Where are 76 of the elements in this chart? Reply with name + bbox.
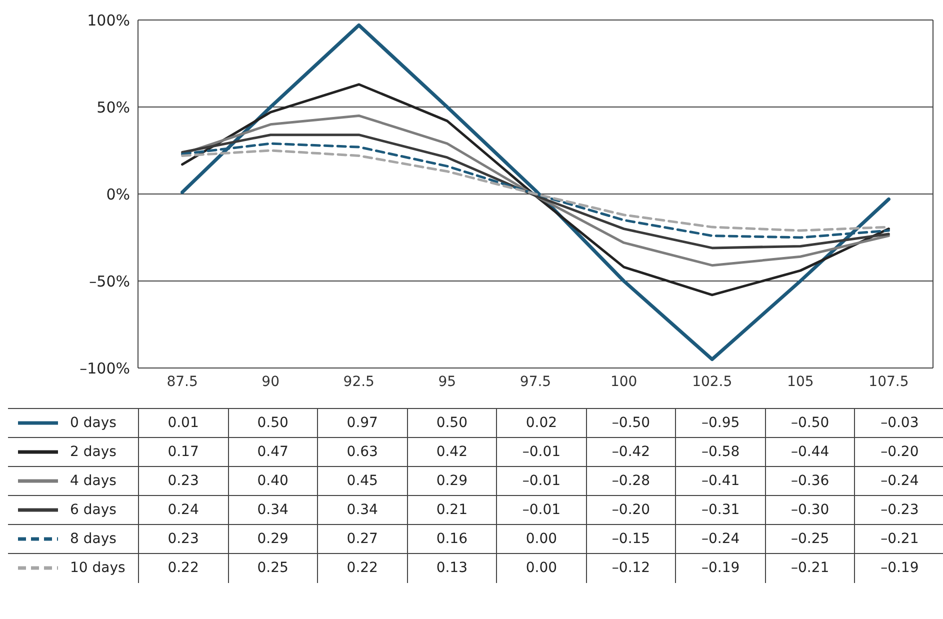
data-label: –0.21	[765, 554, 855, 582]
data-label: –0.19	[854, 554, 943, 582]
data-label: –0.01	[496, 466, 586, 496]
data-label: 0.50	[228, 408, 318, 438]
legend-label: 6 days	[70, 502, 116, 518]
data-label: –0.30	[765, 496, 855, 524]
x-tick-label: 97.5	[520, 374, 552, 390]
data-label: –0.20	[854, 438, 943, 466]
data-label: 0.01	[138, 408, 228, 438]
data-label: –0.31	[676, 496, 766, 524]
data-label: 0.47	[228, 438, 318, 466]
data-label: 0.25	[228, 554, 318, 582]
legend-label: 8 days	[70, 530, 116, 546]
y-tick-label: 0%	[106, 185, 130, 204]
x-tick-label: 95	[438, 374, 456, 390]
data-label: –0.24	[854, 466, 943, 496]
x-tick-label: 87.5	[166, 374, 198, 390]
data-label: –0.03	[854, 408, 943, 438]
data-label: –0.24	[676, 524, 766, 554]
data-label: –0.50	[586, 408, 676, 438]
data-label: –0.01	[496, 438, 586, 466]
legend-label: 10 days	[70, 560, 126, 576]
x-tick-label: 90	[262, 374, 280, 390]
data-label: 0.42	[407, 438, 497, 466]
data-label: 0.00	[496, 524, 586, 554]
legend-label: 0 days	[70, 414, 116, 430]
data-label: 0.45	[318, 466, 408, 496]
data-label: –0.58	[676, 438, 766, 466]
data-label: 0.50	[407, 408, 497, 438]
data-label: 0.22	[138, 554, 228, 582]
data-label: –0.20	[586, 496, 676, 524]
data-label: 0.23	[138, 466, 228, 496]
x-tick-label: 107.5	[868, 374, 909, 390]
data-label: –0.95	[676, 408, 766, 438]
x-tick-label: 102.5	[692, 374, 732, 390]
data-label: 0.34	[228, 496, 318, 524]
data-label: –0.23	[854, 496, 943, 524]
data-label: –0.28	[586, 466, 676, 496]
data-label: 0.24	[138, 496, 228, 524]
data-label: –0.15	[586, 524, 676, 554]
data-label: 0.29	[407, 466, 497, 496]
y-tick-label: –100%	[80, 359, 130, 378]
data-label: 0.23	[138, 524, 228, 554]
y-tick-label: 100%	[87, 11, 130, 30]
legend-label: 2 days	[70, 444, 116, 460]
data-label: –0.42	[586, 438, 676, 466]
data-label: 0.63	[318, 438, 408, 466]
data-label: 0.13	[407, 554, 497, 582]
data-label: –0.12	[586, 554, 676, 582]
data-label: 0.40	[228, 466, 318, 496]
data-label: 0.97	[318, 408, 408, 438]
data-label: –0.25	[765, 524, 855, 554]
data-label: 0.29	[228, 524, 318, 554]
data-label: 0.02	[496, 408, 586, 438]
data-label: –0.44	[765, 438, 855, 466]
x-tick-label: 100	[610, 374, 638, 390]
line-series	[180, 23, 890, 362]
data-label: –0.01	[496, 496, 586, 524]
y-tick-label: –50%	[89, 272, 130, 290]
data-label: 0.34	[318, 496, 408, 524]
y-tick-label: 50%	[96, 98, 130, 116]
data-label: 0.21	[407, 496, 497, 524]
data-label: 0.00	[496, 554, 586, 582]
data-label: –0.50	[765, 408, 855, 438]
data-label: –0.19	[676, 554, 766, 582]
data-label: 0.17	[138, 438, 228, 466]
data-label: –0.36	[765, 466, 855, 496]
data-label: 0.16	[407, 524, 497, 554]
x-tick-label: 92.5	[343, 374, 374, 390]
data-label: 0.22	[318, 554, 408, 582]
data-label: –0.41	[676, 466, 766, 496]
line-series	[181, 83, 890, 296]
x-tick-label: 105	[787, 374, 814, 390]
data-label: 0.27	[318, 524, 408, 554]
legend-label: 4 days	[70, 472, 116, 488]
data-label: –0.21	[854, 524, 943, 554]
